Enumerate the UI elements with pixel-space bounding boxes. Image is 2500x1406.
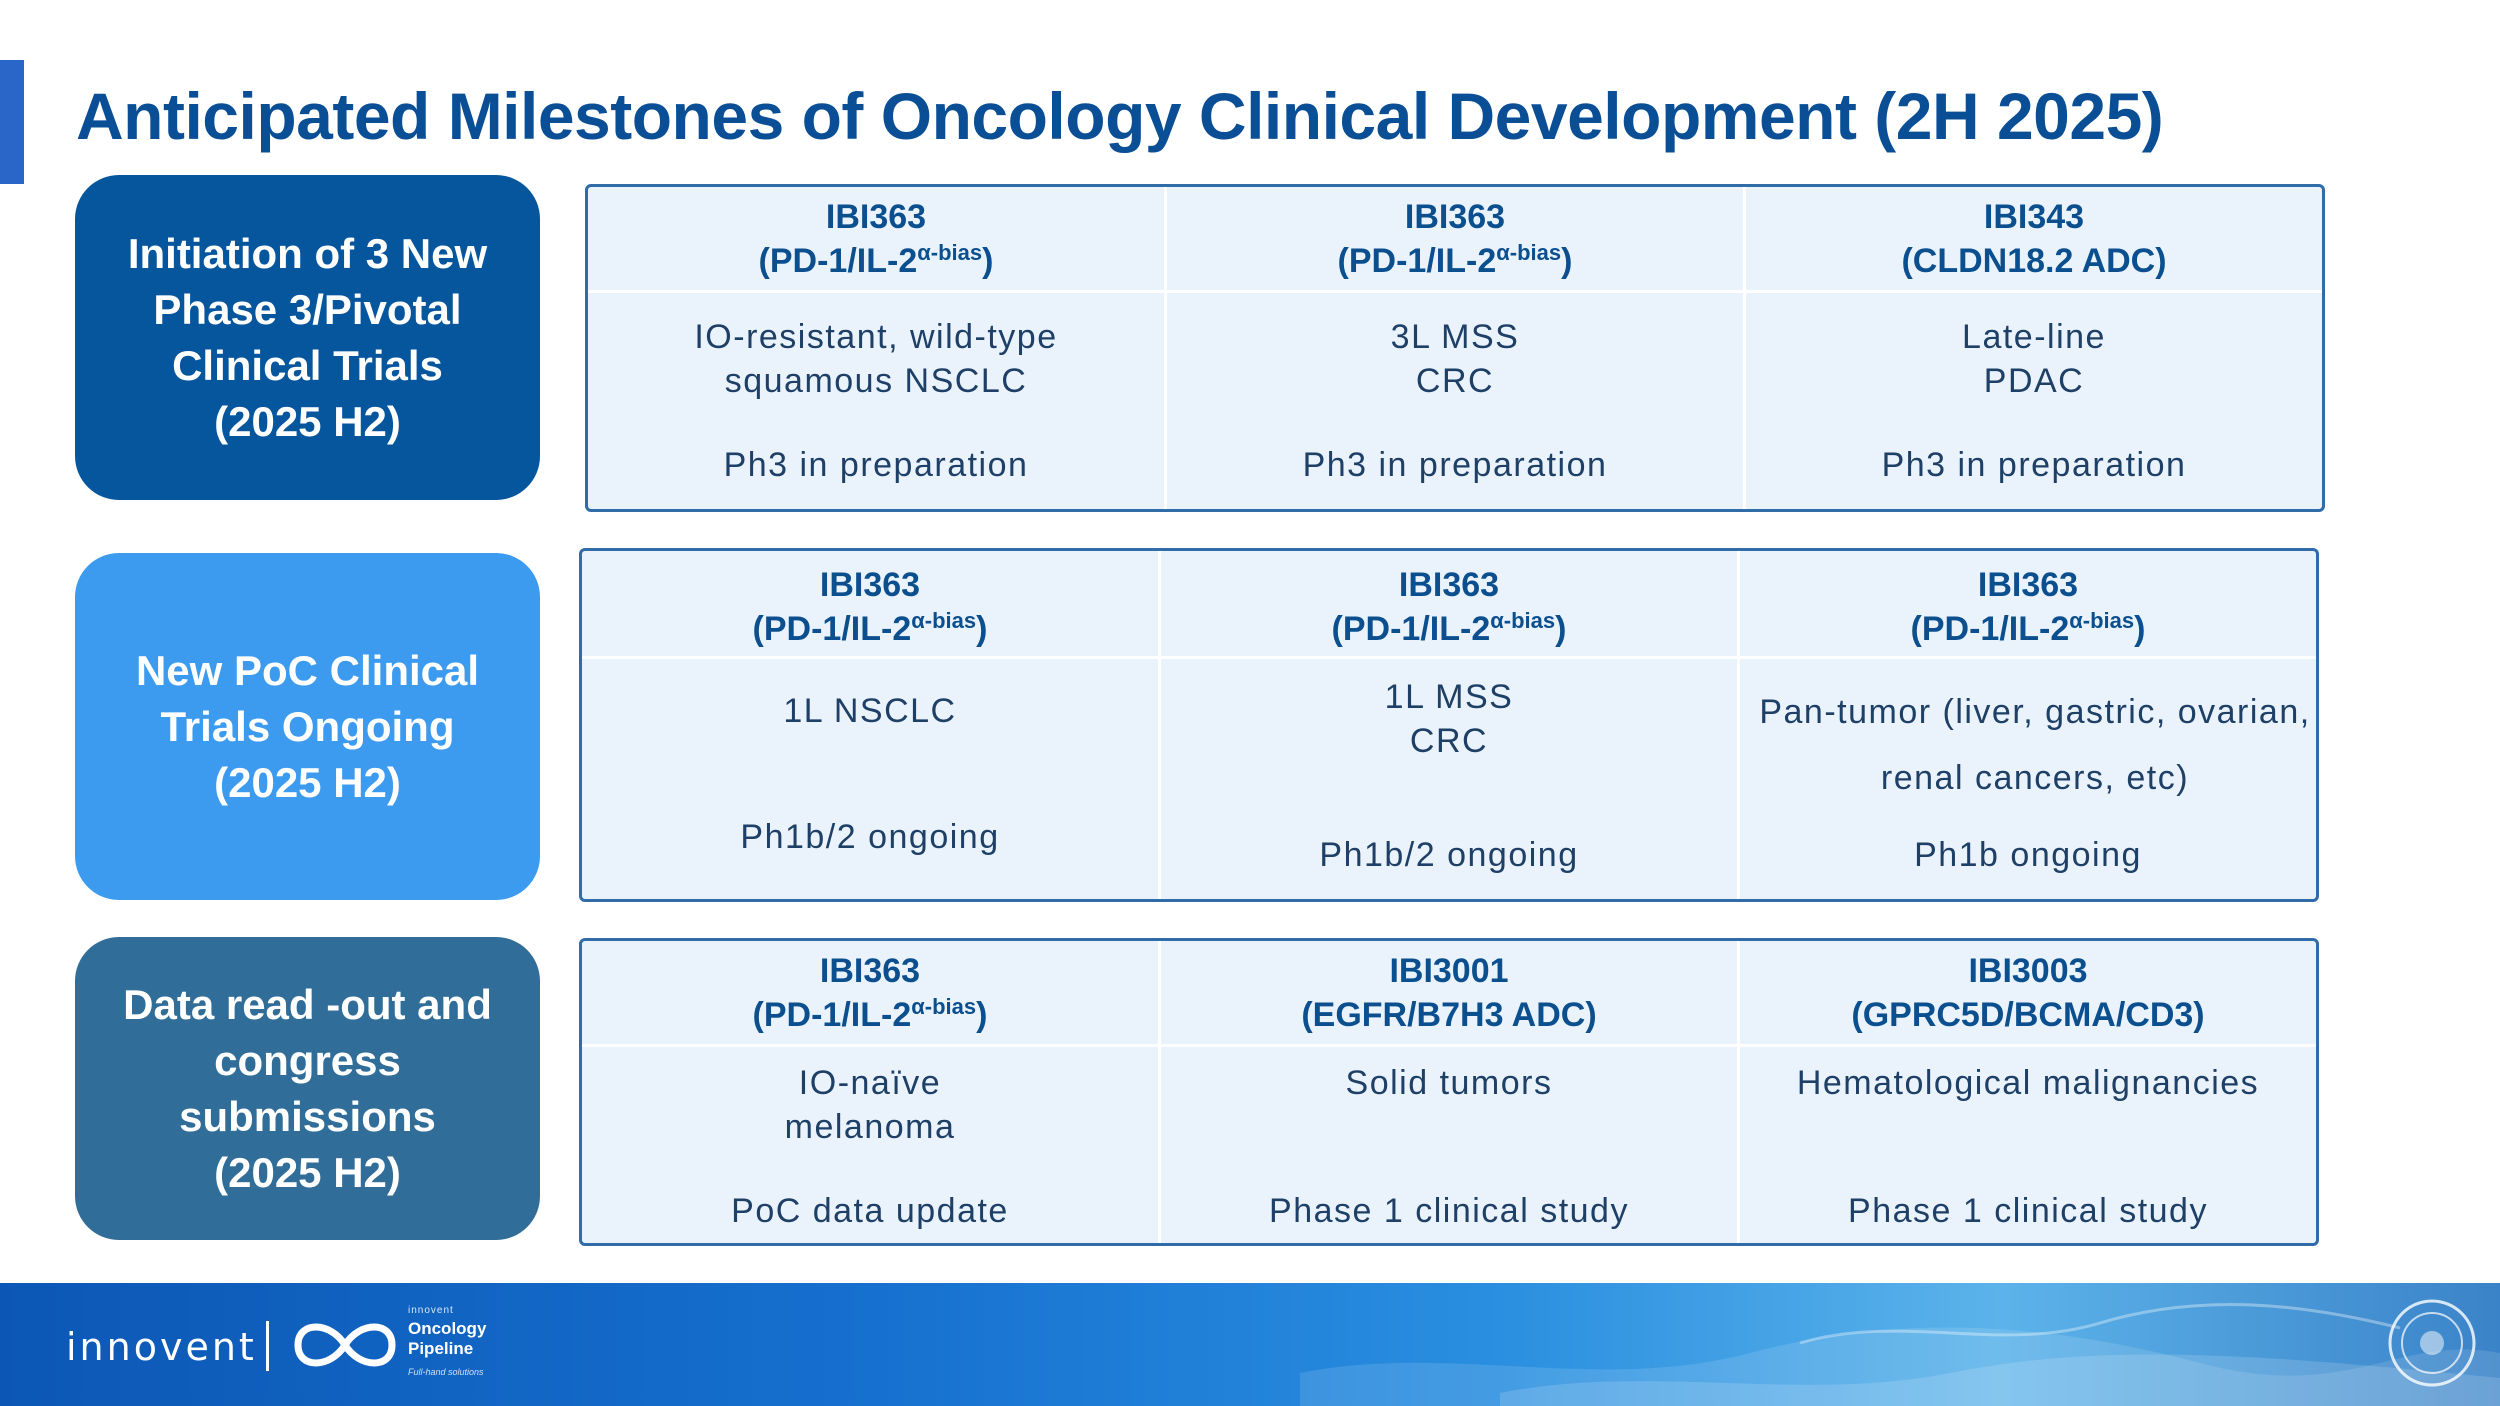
milestone-column: IBI343 (CLDN18.2 ADC) Late-line PDAC Ph3… bbox=[1746, 187, 2322, 509]
indication-text: Hematological malignancies bbox=[1796, 1064, 2260, 1102]
indication-text: IO-naïve melanoma bbox=[784, 1064, 956, 1146]
indication-text: IO-resistant, wild-type squamous NSCLC bbox=[694, 318, 1058, 400]
milestone-column: IBI3003 (GPRC5D/BCMA/CD3) Hematological … bbox=[1740, 941, 2316, 1243]
milestone-panel-phase3: IBI363 (PD-1/IL-2α-bias) IO-resistant, w… bbox=[585, 184, 2325, 512]
drug-header: IBI363 (PD-1/IL-2α-bias) bbox=[1740, 551, 2316, 659]
page-title: Anticipated Milestones of Oncology Clini… bbox=[76, 79, 2164, 153]
milestone-column: IBI363 (PD-1/IL-2α-bias) IO-naïve melano… bbox=[582, 941, 1161, 1243]
drug-name: IBI363 bbox=[1404, 198, 1506, 236]
indication-text: Pan-tumor (liver, gastric, ovarian, rena… bbox=[1759, 693, 2311, 797]
indication-text: Solid tumors bbox=[1345, 1064, 1553, 1102]
drug-header: IBI343 (CLDN18.2 ADC) bbox=[1746, 187, 2322, 293]
section-label-data-readout: Data read -out and congress submissions … bbox=[75, 937, 540, 1240]
drug-header: IBI363 (PD-1/IL-2α-bias) bbox=[582, 941, 1158, 1047]
section-label-poc: New PoC Clinical Trials Ongoing (2025 H2… bbox=[75, 553, 540, 900]
innovent-logo-text: innovent bbox=[66, 1325, 257, 1369]
drug-target: (PD-1/IL-2α-bias) bbox=[752, 608, 988, 649]
milestone-panel-data-readout: IBI363 (PD-1/IL-2α-bias) IO-naïve melano… bbox=[579, 938, 2319, 1246]
drug-target: (PD-1/IL-2α-bias) bbox=[752, 994, 988, 1035]
milestone-column: IBI363 (PD-1/IL-2α-bias) 1L MSS CRC Ph1b… bbox=[1161, 551, 1740, 899]
drug-name: IBI3003 bbox=[1968, 952, 2088, 990]
seal-emblem-icon bbox=[2388, 1299, 2476, 1387]
ocean-wave-graphic bbox=[1300, 1303, 2500, 1406]
pipeline-tagline: Full-hand solutions bbox=[408, 1367, 484, 1377]
footer-banner: innovent innovent Oncology Pipeline Full… bbox=[0, 1283, 2500, 1406]
drug-target: (EGFR/B7H3 ADC) bbox=[1301, 996, 1597, 1034]
milestone-column: IBI363 (PD-1/IL-2α-bias) Pan-tumor (live… bbox=[1740, 551, 2316, 899]
drug-name: IBI343 bbox=[1983, 198, 2085, 236]
drug-name: IBI363 bbox=[825, 198, 927, 236]
drug-target: (PD-1/IL-2α-bias) bbox=[1331, 608, 1567, 649]
stage-text: Phase 1 clinical study bbox=[1848, 1192, 2208, 1230]
drug-header: IBI3001 (EGFR/B7H3 ADC) bbox=[1161, 941, 1737, 1047]
stage-text: PoC data update bbox=[731, 1192, 1009, 1230]
milestone-column: IBI363 (PD-1/IL-2α-bias) IO-resistant, w… bbox=[588, 187, 1167, 509]
drug-name: IBI363 bbox=[819, 566, 921, 604]
stage-text: Ph3 in preparation bbox=[723, 446, 1029, 484]
section-label-text: New PoC Clinical Trials Ongoing (2025 H2… bbox=[135, 646, 480, 806]
drug-target: (PD-1/IL-2α-bias) bbox=[1910, 608, 2146, 649]
pipeline-brand-small: innovent bbox=[408, 1305, 454, 1316]
drug-target: (PD-1/IL-2α-bias) bbox=[1337, 240, 1573, 281]
indication-text: 1L NSCLC bbox=[783, 692, 957, 730]
milestone-column: IBI363 (PD-1/IL-2α-bias) 3L MSS CRC Ph3 … bbox=[1167, 187, 1746, 509]
milestone-column: IBI363 (PD-1/IL-2α-bias) 1L NSCLC Ph1b/2… bbox=[582, 551, 1161, 899]
milestone-panel-poc: IBI363 (PD-1/IL-2α-bias) 1L NSCLC Ph1b/2… bbox=[579, 548, 2319, 902]
drug-header: IBI363 (PD-1/IL-2α-bias) bbox=[1161, 551, 1737, 659]
drug-name: IBI363 bbox=[819, 952, 921, 990]
drug-header: IBI363 (PD-1/IL-2α-bias) bbox=[1167, 187, 1743, 293]
stage-text: Ph1b/2 ongoing bbox=[1319, 836, 1579, 874]
pipeline-name: Oncology Pipeline bbox=[408, 1319, 487, 1358]
milestone-column: IBI3001 (EGFR/B7H3 ADC) Solid tumors Pha… bbox=[1161, 941, 1740, 1243]
indication-text: 3L MSS CRC bbox=[1390, 318, 1520, 400]
drug-name: IBI363 bbox=[1977, 566, 2079, 604]
section-label-phase3: Initiation of 3 New Phase 3/Pivotal Clin… bbox=[75, 175, 540, 500]
drug-target: (CLDN18.2 ADC) bbox=[1901, 242, 2167, 280]
drug-target: (GPRC5D/BCMA/CD3) bbox=[1851, 996, 2205, 1034]
stage-text: Ph3 in preparation bbox=[1881, 446, 2187, 484]
drug-name: IBI3001 bbox=[1389, 952, 1509, 990]
stage-text: Ph1b/2 ongoing bbox=[740, 818, 1000, 856]
logo-divider bbox=[266, 1321, 269, 1371]
section-label-text: Data read -out and congress submissions … bbox=[123, 980, 492, 1196]
drug-header: IBI363 (PD-1/IL-2α-bias) bbox=[582, 551, 1158, 659]
stage-text: Phase 1 clinical study bbox=[1269, 1192, 1629, 1230]
stage-text: Ph3 in preparation bbox=[1302, 446, 1608, 484]
drug-header: IBI363 (PD-1/IL-2α-bias) bbox=[588, 187, 1164, 293]
indication-text: Late-line PDAC bbox=[1962, 318, 2106, 400]
drug-name: IBI363 bbox=[1398, 566, 1500, 604]
drug-header: IBI3003 (GPRC5D/BCMA/CD3) bbox=[1740, 941, 2316, 1047]
title-accent-bar bbox=[0, 60, 24, 184]
stage-text: Ph1b ongoing bbox=[1914, 836, 2142, 874]
section-label-text: Initiation of 3 New Phase 3/Pivotal Clin… bbox=[127, 229, 488, 445]
drug-target: (PD-1/IL-2α-bias) bbox=[758, 240, 994, 281]
indication-text: 1L MSS CRC bbox=[1384, 678, 1514, 760]
infinity-logo-icon bbox=[294, 1323, 396, 1367]
